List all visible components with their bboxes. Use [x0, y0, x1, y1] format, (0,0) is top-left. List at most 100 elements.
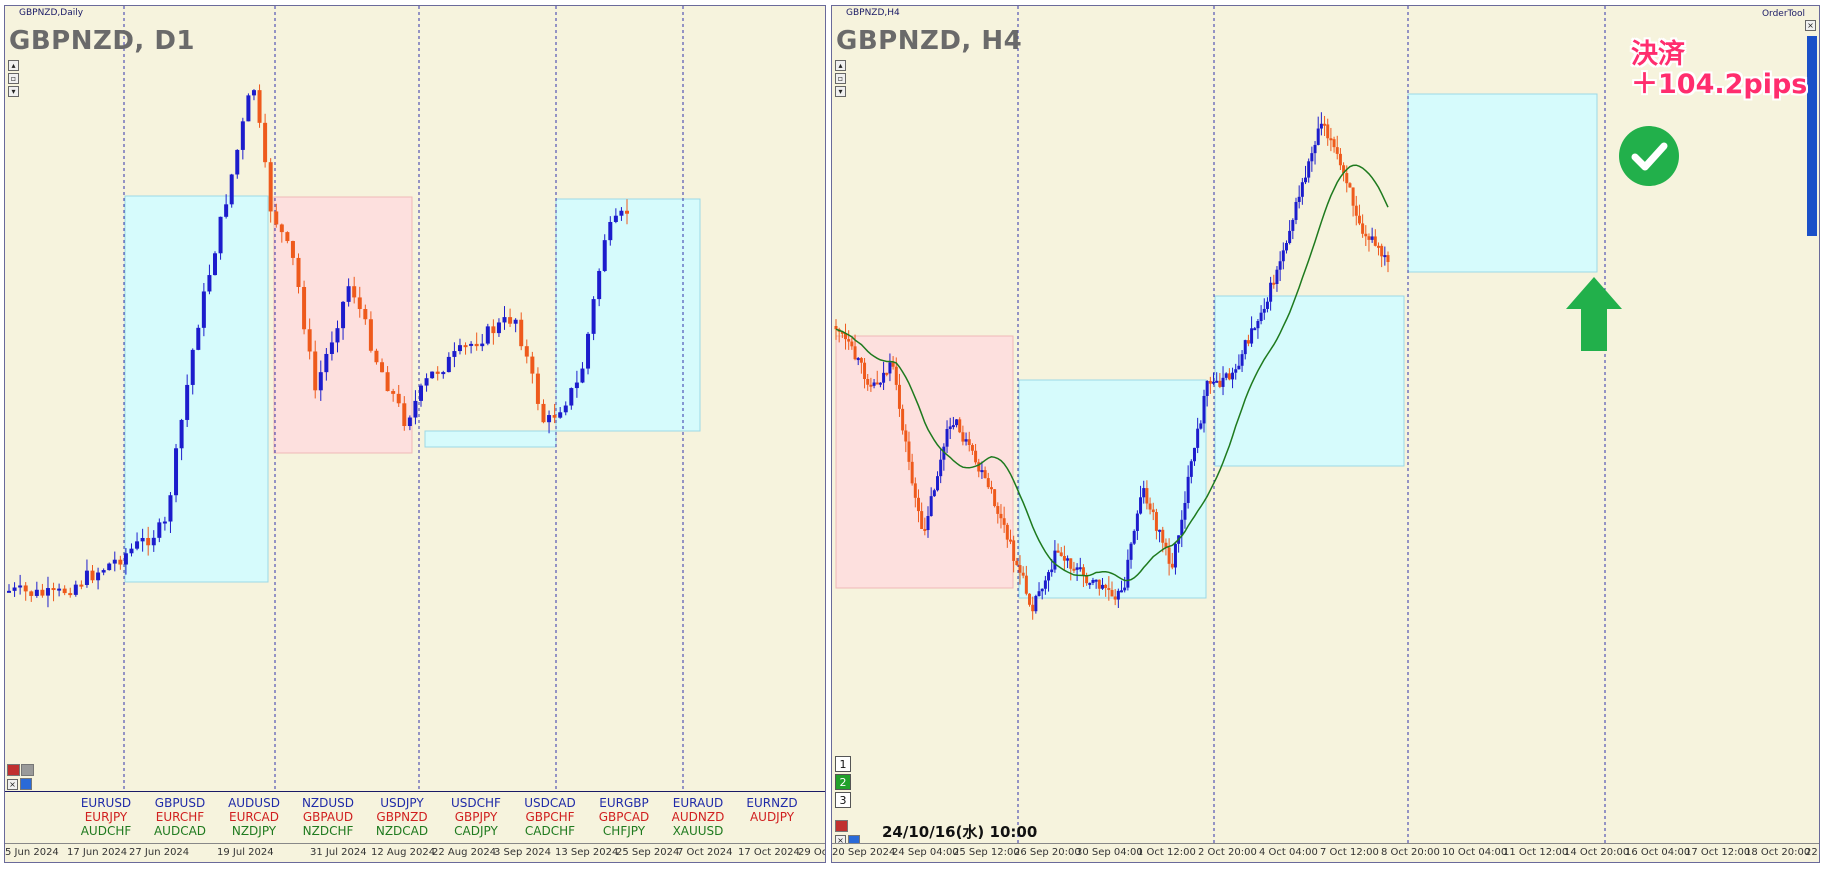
candle-body — [586, 333, 591, 369]
symbol-link[interactable]: CADCHF — [524, 824, 576, 838]
symbol-link[interactable]: USDCHF — [451, 796, 501, 810]
symbol-link[interactable]: EURCAD — [229, 810, 279, 824]
symbol-link[interactable]: USDCAD — [524, 796, 576, 810]
time-label: 7 Oct 2024 — [677, 847, 733, 858]
daily-chart-window[interactable]: GBPNZD,Daily GBPNZD, D1 ▴ ▫ ▾ × EURUSD EU… — [4, 5, 826, 863]
candle-body — [869, 384, 873, 387]
candle-body — [441, 372, 446, 375]
time-label: 4 Oct 04:00 — [1259, 847, 1318, 858]
symbol-link[interactable]: CADJPY — [454, 824, 498, 838]
candle-body — [547, 415, 552, 423]
candle-body — [1075, 567, 1079, 570]
candle-body — [608, 221, 613, 241]
candle-body — [1215, 380, 1219, 383]
time-label: 25 Sep 12:00 — [953, 847, 1020, 858]
symbol-link[interactable]: CHFJPY — [602, 824, 646, 838]
minimize-icon[interactable] — [835, 820, 848, 832]
time-label: 18 Oct 20:00 — [1745, 847, 1811, 858]
scroll-up-icon[interactable]: ▴ — [835, 60, 846, 71]
symbol-link[interactable]: GBPJPY — [454, 810, 498, 824]
close-icon[interactable]: × — [1805, 20, 1816, 31]
candle-body — [62, 588, 67, 594]
symbol-link[interactable]: GBPCHF — [525, 810, 575, 824]
symbol-link[interactable]: GBPCAD — [598, 810, 650, 824]
symbol-link[interactable]: AUDNZD — [671, 810, 725, 824]
candle-body — [129, 548, 134, 554]
symbol-link[interactable]: XAUUSD — [672, 824, 724, 838]
scroll-down-icon[interactable]: ▾ — [835, 86, 846, 97]
symbol-link[interactable]: NZDCHF — [302, 824, 354, 838]
page-button-2[interactable]: 2 — [835, 774, 851, 790]
candle-body — [290, 241, 295, 258]
candle-body — [961, 432, 965, 442]
symbol-link[interactable]: GBPAUD — [302, 810, 354, 824]
candle-body — [1091, 579, 1095, 583]
candle-body — [1221, 377, 1225, 387]
candle-body — [866, 378, 870, 385]
symbol-link[interactable]: AUDJPY — [749, 810, 795, 824]
candle-body — [341, 301, 346, 329]
symbol-link[interactable]: GBPNZD — [376, 810, 428, 824]
time-label: 10 Oct 04:00 — [1442, 847, 1508, 858]
time-label: 1 Oct 12:00 — [1137, 847, 1196, 858]
symbol-link[interactable]: NZDUSD — [301, 796, 355, 810]
symbol-link[interactable]: USDJPY — [380, 796, 424, 810]
page-button-1[interactable]: 1 — [835, 756, 851, 772]
restore-icon[interactable] — [21, 764, 34, 776]
h4-chart-canvas[interactable] — [832, 6, 1820, 843]
symbol-link[interactable]: AUDCAD — [153, 824, 207, 838]
symbol-link[interactable]: EURCHF — [155, 810, 205, 824]
candle-body — [1170, 563, 1174, 568]
zoom-icon[interactable]: ▫ — [8, 73, 19, 84]
time-label: 11 Oct 12:00 — [1503, 847, 1569, 858]
time-label: 3 Sep 2024 — [494, 847, 552, 858]
h4-chart-window[interactable]: GBPNZD,H4 OrderTool × GBPNZD, H4 ▴ ▫ ▾ 決… — [831, 5, 1820, 863]
symbol-link[interactable]: AUDUSD — [228, 796, 280, 810]
symbol-column: EURAUD AUDNZD XAUUSD — [663, 796, 733, 838]
candle-body — [1262, 308, 1266, 313]
candle-body — [201, 291, 206, 328]
candle-body — [407, 417, 412, 427]
symbol-link[interactable]: EURUSD — [80, 796, 132, 810]
candle-body — [1284, 242, 1288, 251]
order-panel-handle[interactable] — [1807, 36, 1817, 236]
candle-body — [480, 343, 485, 347]
candle-body — [380, 362, 385, 373]
symbol-link[interactable]: NZDCAD — [375, 824, 429, 838]
candle-body — [980, 470, 984, 473]
symbol-link[interactable]: EURGBP — [599, 796, 649, 810]
candle-body — [945, 428, 949, 447]
candle-body — [1062, 555, 1066, 561]
close-icon[interactable]: × — [7, 779, 18, 790]
candle-body — [101, 570, 106, 573]
candle-body — [1386, 255, 1390, 263]
symbol-link[interactable]: EURJPY — [84, 810, 128, 824]
settings-icon[interactable] — [20, 778, 32, 790]
symbol-link[interactable]: EURAUD — [672, 796, 724, 810]
page-button-3[interactable]: 3 — [835, 792, 851, 808]
candle-body — [1196, 428, 1200, 448]
time-label: 20 Sep 2024 — [832, 847, 896, 858]
symbol-link[interactable]: EURNZD — [746, 796, 798, 810]
candle-body — [897, 384, 901, 409]
candle-body — [174, 448, 179, 496]
candle-body — [1246, 340, 1250, 344]
scroll-down-icon[interactable]: ▾ — [8, 86, 19, 97]
candle-body — [1021, 572, 1025, 576]
settle-label: 決済 — [1631, 39, 1685, 70]
minimize-icon[interactable] — [7, 764, 20, 776]
candle-body — [1018, 565, 1022, 573]
candle-body — [853, 346, 857, 360]
symbol-link[interactable]: AUDCHF — [80, 824, 132, 838]
candle-body — [329, 342, 334, 354]
candle-body — [1250, 328, 1254, 344]
symbol-link[interactable]: GBPUSD — [154, 796, 206, 810]
candle-body — [84, 570, 89, 585]
scroll-up-icon[interactable]: ▴ — [8, 60, 19, 71]
symbol-link[interactable]: NZDJPY — [231, 824, 277, 838]
symbol-column: USDJPY GBPNZD NZDCAD — [367, 796, 437, 838]
daily-chart-canvas[interactable] — [5, 6, 826, 796]
order-tool-label[interactable]: OrderTool — [1761, 9, 1805, 19]
zoom-icon[interactable]: ▫ — [835, 73, 846, 84]
candle-body — [1240, 354, 1244, 366]
